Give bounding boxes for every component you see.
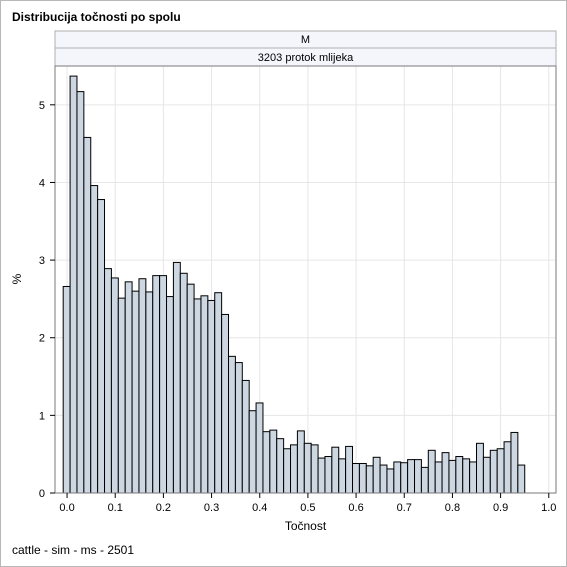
y-tick-label: 4 — [39, 177, 45, 189]
histogram-bar — [462, 458, 471, 494]
histogram-bar — [131, 290, 140, 494]
histogram-bar — [104, 268, 112, 494]
histogram-bar — [234, 362, 243, 494]
x-axis-title: Točnost — [285, 519, 327, 533]
histogram-bar — [83, 136, 92, 494]
histogram-bar — [510, 431, 519, 494]
y-tick-label: 5 — [39, 100, 45, 112]
histogram-bar — [496, 448, 505, 494]
histogram-bar — [255, 402, 264, 494]
x-tick-label: 0.1 — [108, 502, 123, 514]
row-header-label: M — [301, 34, 310, 46]
histogram-bar — [290, 444, 298, 494]
x-tick-label: 0.0 — [59, 502, 74, 514]
histogram-bar — [482, 456, 491, 494]
histogram-bar — [145, 291, 154, 494]
chart-title: Distribucija točnosti po spolu — [12, 10, 181, 24]
y-tick-label: 2 — [39, 333, 45, 345]
x-tick-label: 0.9 — [493, 502, 508, 514]
histogram-bar — [365, 465, 374, 494]
panel-headers: M 3203 protok mlijeka — [54, 30, 557, 67]
histogram-bar — [393, 461, 402, 494]
x-tick-label: 0.3 — [204, 502, 219, 514]
histogram-bar — [303, 442, 312, 494]
y-axis-ticks: 0 1 2 3 4 5 — [39, 100, 55, 500]
histogram-bar — [207, 299, 216, 494]
x-tick-label: 0.2 — [156, 502, 171, 514]
histogram-bar — [97, 199, 106, 494]
x-axis-ticks: 0.0 0.1 0.2 0.3 0.4 0.5 0.6 0.7 0.8 0.9 1.0 — [59, 493, 556, 514]
histogram-bar — [372, 456, 381, 494]
histogram-bar — [310, 444, 319, 494]
grid-lines — [55, 66, 556, 493]
histogram-bar — [386, 468, 395, 494]
histogram-bar — [228, 355, 236, 494]
histogram-bar — [476, 442, 484, 494]
x-tick-label: 0.8 — [445, 502, 460, 514]
histogram-bar — [331, 446, 340, 494]
x-tick-label: 0.6 — [348, 502, 363, 514]
x-tick-label: 0.5 — [300, 502, 315, 514]
histogram-bar — [62, 285, 71, 494]
histogram-bar — [138, 278, 147, 494]
histogram-bar — [248, 410, 257, 494]
histogram-bar — [179, 272, 188, 494]
histogram-bar — [124, 281, 133, 494]
histogram-bar — [241, 379, 250, 494]
histogram-bar — [400, 462, 409, 494]
histogram-bar — [166, 296, 174, 494]
histogram-bar — [214, 292, 223, 494]
histogram-bar — [76, 91, 85, 494]
histogram-bar — [420, 466, 429, 494]
histogram-bar — [379, 464, 388, 494]
x-tick-label: 1.0 — [541, 502, 556, 514]
histogram-bar — [221, 313, 230, 494]
histogram-bar — [455, 456, 464, 494]
x-tick-label: 0.4 — [252, 502, 267, 514]
histogram-bar — [441, 452, 450, 494]
histogram-bar — [159, 275, 168, 494]
histogram-bar — [414, 459, 422, 494]
axes — [54, 65, 557, 494]
histogram-bar — [193, 298, 202, 494]
histogram-bar — [503, 441, 512, 494]
histogram-bar — [469, 461, 478, 494]
histogram-bar — [517, 464, 526, 494]
y-tick-label: 3 — [39, 255, 45, 267]
histogram-bar — [296, 430, 305, 494]
histogram-bar — [317, 457, 326, 494]
y-tick-label: 0 — [39, 488, 45, 500]
x-tick-label: 0.7 — [397, 502, 412, 514]
histogram-bar — [269, 429, 278, 494]
histogram-bar — [489, 449, 498, 494]
histogram-bar — [90, 185, 99, 494]
histogram-bar — [283, 448, 292, 494]
histogram-bar — [407, 459, 416, 494]
histogram-bar — [152, 275, 161, 494]
y-axis-title: % — [10, 273, 24, 284]
histogram-bar — [427, 449, 436, 494]
plot-area-border — [54, 65, 557, 494]
histogram-bar — [324, 456, 333, 494]
histogram-bar — [117, 297, 126, 494]
histogram-bar — [345, 445, 354, 494]
histogram-bar — [338, 458, 347, 494]
footnote: cattle - sim - ms - 2501 — [12, 543, 135, 557]
histogram-bars — [62, 75, 526, 494]
histogram-bar — [172, 261, 181, 494]
histogram-bar — [110, 277, 119, 494]
histogram-bar — [434, 461, 443, 494]
col-header-label: 3203 protok mlijeka — [258, 52, 354, 64]
histogram-bar — [358, 462, 367, 494]
y-tick-label: 1 — [39, 410, 45, 422]
histogram-bar — [262, 431, 271, 494]
histogram-bar — [186, 283, 195, 494]
histogram-bar — [352, 462, 360, 494]
histogram-bar — [276, 438, 285, 494]
histogram-bar — [200, 295, 209, 494]
histogram-bar — [448, 459, 457, 494]
histogram-bar — [69, 75, 78, 494]
